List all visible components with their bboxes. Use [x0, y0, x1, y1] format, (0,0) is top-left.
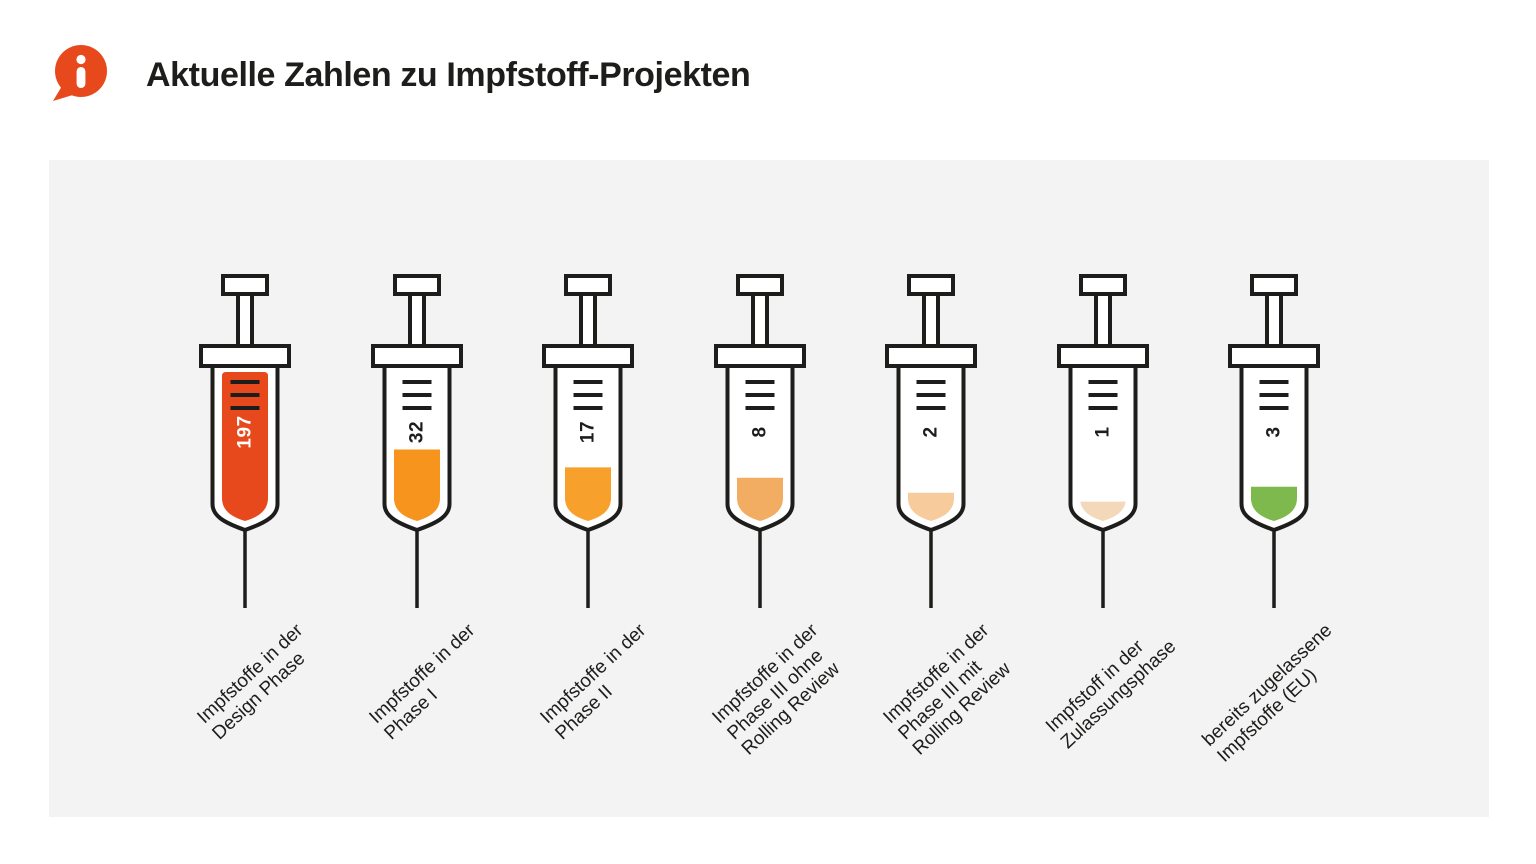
syringe-liquid — [565, 467, 611, 521]
syringe-barrel — [1068, 364, 1137, 532]
syringe-3: 17 — [542, 274, 634, 608]
syringe-scale-marks — [230, 380, 260, 410]
chart-panel: 197 Impfstoffe in der Design Phase 32 Impfst… — [49, 160, 1489, 817]
syringe-plunger-cap — [564, 274, 612, 296]
syringe-flange — [885, 344, 977, 368]
syringe-scale-marks — [1088, 380, 1117, 410]
syringe-flange — [370, 344, 463, 368]
syringe-value: 17 — [578, 421, 599, 443]
syringe-flange — [713, 344, 806, 368]
syringe-scale-marks — [745, 380, 774, 410]
info-i-dot — [76, 54, 86, 65]
speech-bubble-tail — [53, 86, 76, 101]
syringe-plunger-cap — [221, 274, 269, 296]
syringe-plunger-cap — [1250, 274, 1298, 296]
syringe-5: 2 — [885, 274, 977, 608]
syringe-value: 197 — [235, 415, 256, 448]
syringe-plunger-rod — [1265, 292, 1283, 350]
syringe-plunger-rod — [407, 292, 426, 350]
syringe-flange — [1228, 344, 1320, 368]
syringe-liquid — [1251, 486, 1297, 521]
syringe-plunger-cap — [1078, 274, 1127, 296]
info-icon — [53, 45, 107, 101]
syringe-flange — [1056, 344, 1149, 368]
syringe-value: 32 — [406, 421, 427, 443]
syringe-4: 8 — [713, 274, 806, 608]
syringe-plunger-rod — [1093, 292, 1112, 350]
syringe-plunger-cap — [735, 274, 784, 296]
syringe-label-6: Impfstoff in der Zulassungsphase — [1041, 635, 1180, 753]
syringe-value: 2 — [921, 426, 942, 437]
syringe-liquid — [393, 449, 440, 521]
syringe-scale-marks — [402, 380, 431, 410]
syringe-liquid — [1079, 501, 1126, 521]
syringe-label-3: Impfstoffe in der Phase II — [536, 620, 651, 744]
syringe-scale-marks — [573, 380, 603, 410]
syringe-label-5: Impfstoffe in der Phase III mit Rolling Re… — [879, 620, 1016, 760]
syringe-value: 3 — [1264, 426, 1285, 437]
syringe-liquid — [736, 477, 783, 521]
syringe-scale-marks — [1259, 380, 1289, 410]
syringe-flange — [199, 344, 291, 368]
syringe-scale-marks — [916, 380, 946, 410]
syringe-plunger-cap — [392, 274, 441, 296]
syringe-value: 8 — [749, 426, 770, 437]
syringe-plunger-rod — [922, 292, 940, 350]
syringe-1: 197 — [199, 274, 291, 608]
syringe-plunger-cap — [907, 274, 955, 296]
syringe-liquid — [908, 492, 954, 521]
syringe-barrel — [896, 364, 966, 532]
syringe-7: 3 — [1228, 274, 1320, 608]
syringe-label-1: Impfstoffe in der Design Phase — [193, 620, 310, 744]
syringe-label-2: Impfstoffe in der Phase I — [365, 620, 479, 744]
syringe-plunger-rod — [750, 292, 769, 350]
syringe-label-7: bereits zugelassene Impfstoffe (EU) — [1198, 620, 1337, 767]
syringe-label-4: Impfstoffe in der Phase III ohne Rolling R… — [708, 620, 844, 760]
page-title: Aktuelle Zahlen zu Impfstoff-Projekten — [146, 56, 751, 94]
syringe-value: 1 — [1092, 426, 1113, 437]
header: Aktuelle Zahlen zu Impfstoff-Projekten — [0, 0, 1536, 140]
syringe-6: 1 — [1056, 274, 1149, 608]
syringe-plunger-rod — [236, 292, 254, 350]
syringe-plunger-rod — [579, 292, 597, 350]
syringe-2: 32 — [370, 274, 463, 608]
syringe-flange — [542, 344, 634, 368]
info-i-stem — [76, 67, 86, 88]
